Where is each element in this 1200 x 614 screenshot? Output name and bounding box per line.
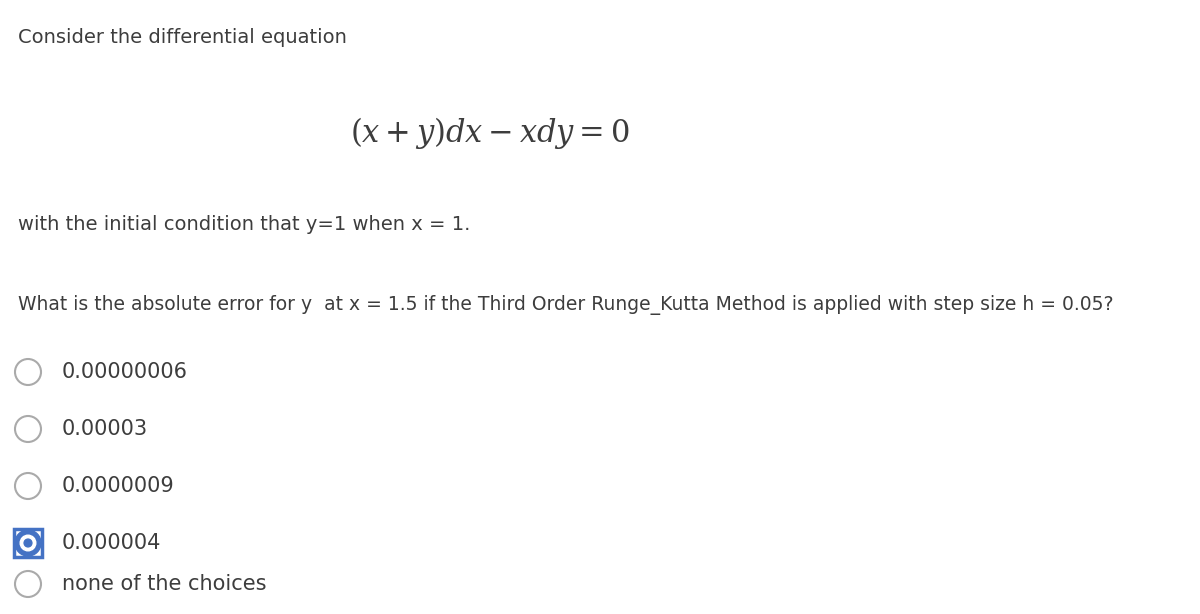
Text: with the initial condition that y=1 when x = 1.: with the initial condition that y=1 when… xyxy=(18,215,470,234)
Text: 0.00003: 0.00003 xyxy=(62,419,148,439)
Text: What is the absolute error for y  at x = 1.5 if the Third Order Runge_Kutta Meth: What is the absolute error for y at x = … xyxy=(18,295,1114,315)
Text: 0.000004: 0.000004 xyxy=(62,533,161,553)
Text: none of the choices: none of the choices xyxy=(62,574,266,594)
Circle shape xyxy=(14,530,41,556)
Text: Consider the differential equation: Consider the differential equation xyxy=(18,28,347,47)
Circle shape xyxy=(24,539,32,547)
Circle shape xyxy=(20,535,36,551)
Text: $(x + y)dx - xdy = 0$: $(x + y)dx - xdy = 0$ xyxy=(350,115,630,151)
Text: 0.0000009: 0.0000009 xyxy=(62,476,175,496)
Text: 0.00000006: 0.00000006 xyxy=(62,362,188,382)
